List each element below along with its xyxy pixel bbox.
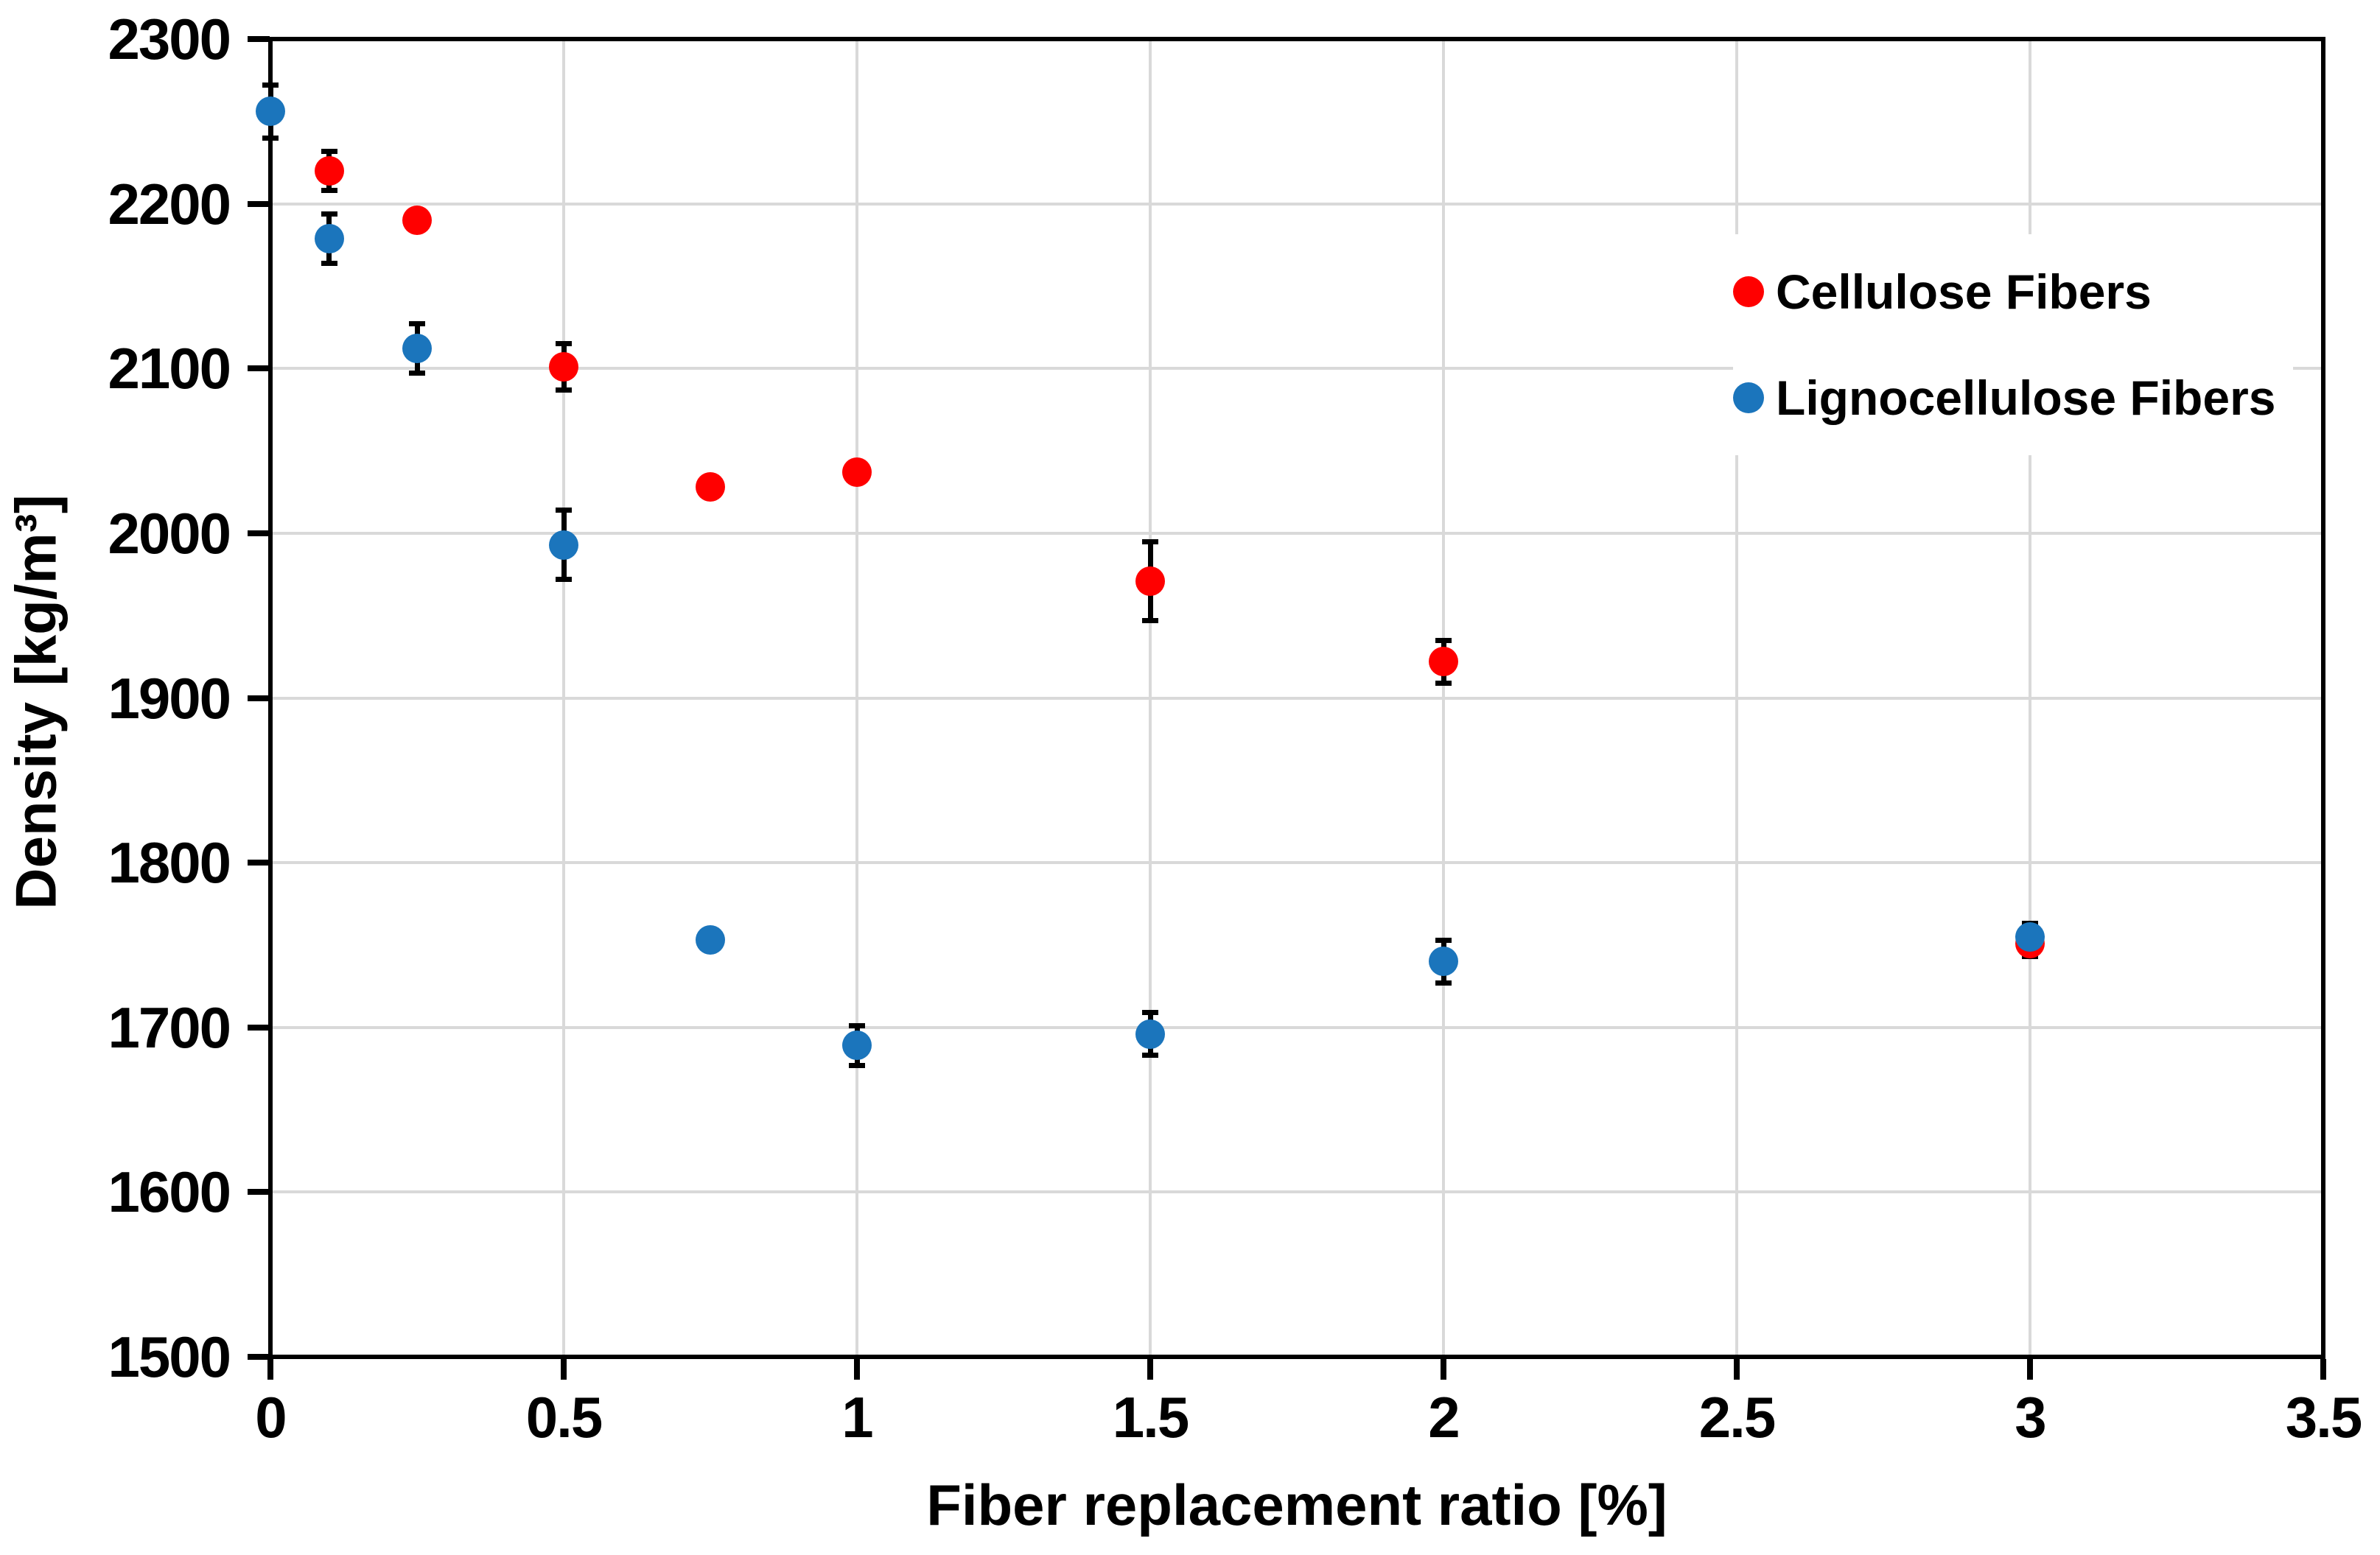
error-bar-cap xyxy=(409,321,425,327)
error-bar-cap xyxy=(556,576,572,582)
y-tick-label: 1800 xyxy=(108,830,231,896)
data-point-cellulose-fibers xyxy=(402,205,432,235)
error-bar-cap xyxy=(409,371,425,376)
grid-line-vertical xyxy=(562,39,565,1357)
legend-label-cellulose: Cellulose Fibers xyxy=(1776,264,2152,319)
data-point-lignocellulose-fibers xyxy=(2015,922,2045,952)
y-axis-tick xyxy=(248,1024,270,1031)
x-tick-label: 2.5 xyxy=(1698,1385,1776,1450)
error-bar-cap xyxy=(1435,637,1452,643)
legend: Cellulose Fibers Lignocellulose Fibers xyxy=(1733,234,2293,455)
error-bar-cap xyxy=(1142,1010,1158,1016)
y-tick-label: 1600 xyxy=(108,1159,231,1225)
error-bar-cap xyxy=(1142,617,1158,623)
grid-line-vertical xyxy=(1149,39,1152,1357)
y-tick-label: 1500 xyxy=(108,1324,231,1389)
grid-line-horizontal xyxy=(270,202,2323,206)
data-point-cellulose-fibers xyxy=(314,155,344,186)
x-axis-tick xyxy=(561,1359,567,1380)
error-bar-cap xyxy=(321,188,337,194)
y-axis-tick xyxy=(248,530,270,536)
data-point-lignocellulose-fibers xyxy=(256,96,285,127)
error-bar-cap xyxy=(321,148,337,154)
data-point-lignocellulose-fibers xyxy=(1429,947,1458,977)
x-axis-tick xyxy=(2027,1359,2033,1380)
y-axis-tick xyxy=(248,1189,270,1196)
x-tick-label: 3 xyxy=(2015,1385,2046,1450)
error-bar-cap xyxy=(1142,1053,1158,1059)
grid-line-vertical xyxy=(1442,39,1445,1357)
error-bar-cap xyxy=(262,135,279,141)
y-axis-tick xyxy=(248,365,270,372)
data-point-cellulose-fibers xyxy=(1135,566,1165,596)
data-point-lignocellulose-fibers xyxy=(549,530,578,560)
data-point-lignocellulose-fibers xyxy=(842,1031,872,1061)
data-point-cellulose-fibers xyxy=(1429,647,1458,677)
x-tick-label: 3.5 xyxy=(2285,1385,2362,1450)
legend-item-cellulose: Cellulose Fibers xyxy=(1733,255,2293,329)
grid-line-horizontal xyxy=(270,696,2323,700)
error-bar-cap xyxy=(556,508,572,513)
error-bar-cap xyxy=(1435,980,1452,986)
x-tick-label: 1 xyxy=(841,1385,873,1450)
data-point-lignocellulose-fibers xyxy=(314,223,344,253)
x-tick-label: 2 xyxy=(1428,1385,1460,1450)
y-axis-tick xyxy=(248,36,270,42)
x-axis-tick xyxy=(1147,1359,1153,1380)
error-bar-cap xyxy=(556,387,572,393)
data-point-lignocellulose-fibers xyxy=(696,925,725,955)
error-bar-cap xyxy=(1435,937,1452,943)
data-point-cellulose-fibers xyxy=(549,352,578,382)
grid-line-vertical xyxy=(1735,39,1738,1357)
legend-item-lignocellulose: Lignocellulose Fibers xyxy=(1733,361,2293,435)
grid-line-horizontal xyxy=(270,861,2323,865)
x-axis-tick xyxy=(854,1359,860,1380)
x-tick-label: 1.5 xyxy=(1112,1385,1189,1450)
x-axis-tick xyxy=(2320,1359,2326,1380)
legend-label-lignocellulose: Lignocellulose Fibers xyxy=(1776,371,2276,425)
y-tick-label: 1900 xyxy=(108,665,231,731)
error-bar-cap xyxy=(262,83,279,88)
data-point-lignocellulose-fibers xyxy=(402,334,432,364)
error-bar-cap xyxy=(849,1023,865,1028)
grid-line-horizontal xyxy=(270,367,2323,371)
y-axis-tick xyxy=(248,1354,270,1360)
data-point-cellulose-fibers xyxy=(696,472,725,502)
error-bar-cap xyxy=(321,260,337,266)
error-bar-cap xyxy=(1435,680,1452,686)
y-axis-tick xyxy=(248,695,270,701)
legend-marker-lignocellulose-icon xyxy=(1733,382,1764,413)
grid-line-horizontal xyxy=(270,531,2323,535)
data-point-lignocellulose-fibers xyxy=(1135,1019,1165,1049)
x-axis-tick xyxy=(267,1359,273,1380)
x-axis-tick xyxy=(1734,1359,1740,1380)
error-bar-cap xyxy=(556,341,572,347)
x-tick-label: 0.5 xyxy=(525,1385,603,1450)
grid-line-horizontal xyxy=(270,1190,2323,1194)
y-tick-label: 1700 xyxy=(108,994,231,1060)
error-bar-cap xyxy=(321,211,337,217)
x-tick-label: 0 xyxy=(255,1385,287,1450)
error-bar-cap xyxy=(849,1062,865,1068)
data-point-cellulose-fibers xyxy=(842,457,872,488)
error-bar-cap xyxy=(1142,538,1158,544)
grid-line-vertical xyxy=(855,39,858,1357)
y-tick-label: 2000 xyxy=(108,500,231,566)
y-tick-label: 2300 xyxy=(108,7,231,71)
y-tick-label: 2100 xyxy=(108,336,231,401)
x-axis-tick xyxy=(1441,1359,1446,1380)
grid-line-vertical xyxy=(2029,39,2031,1357)
y-axis-tick xyxy=(248,200,270,207)
y-axis-tick xyxy=(248,860,270,866)
y-tick-label: 2200 xyxy=(108,171,231,236)
legend-marker-cellulose-icon xyxy=(1733,276,1764,307)
x-axis-title: Fiber replacement ratio [%] xyxy=(926,1472,1667,1537)
grid-line-horizontal xyxy=(270,1025,2323,1029)
